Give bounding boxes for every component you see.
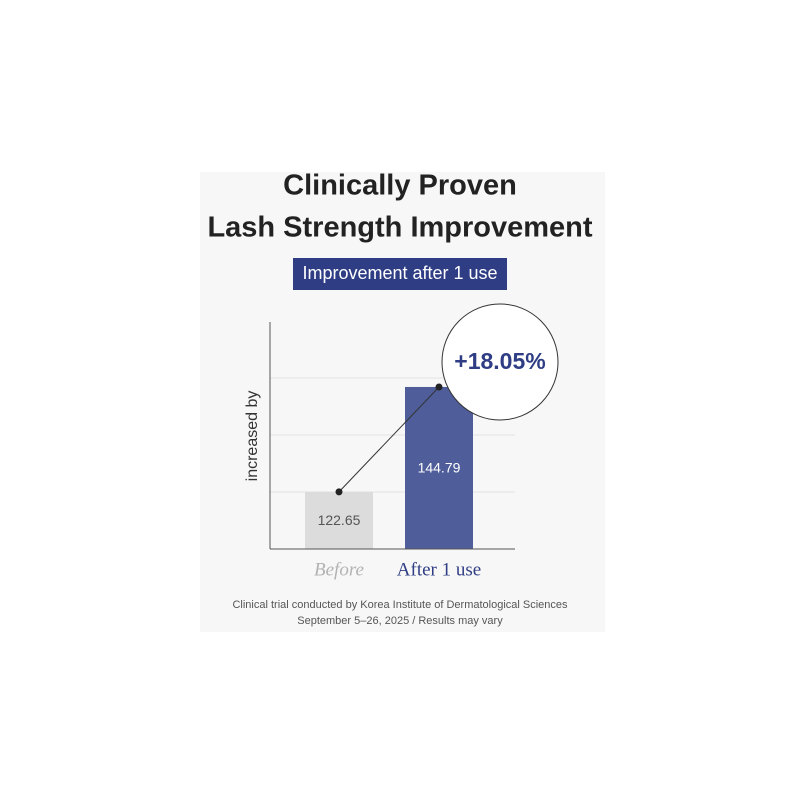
subtitle-badge xyxy=(293,258,507,290)
chart-title: Lash Strength Improvement xyxy=(207,212,592,244)
point xyxy=(435,383,443,391)
y-axis-label: increased by xyxy=(244,391,261,482)
value-label: 122.65 xyxy=(318,512,361,528)
connector xyxy=(338,386,440,493)
value-label: 144.79 xyxy=(418,460,461,476)
x-tick-label: Before xyxy=(314,559,364,580)
bar xyxy=(305,491,373,549)
x-tick-label: After 1 use xyxy=(397,559,481,580)
point xyxy=(335,488,343,496)
footnote: Clinical trial conducted by Korea Instit… xyxy=(232,599,568,611)
footnote: September 5–26, 2025 / Results may vary xyxy=(297,615,503,627)
subtitle: Improvement after 1 use xyxy=(302,263,497,283)
annotation: +18.05% xyxy=(454,348,545,374)
callout-circle xyxy=(441,303,559,421)
bar xyxy=(405,386,473,549)
chart-title: Clinically Proven xyxy=(283,170,517,202)
